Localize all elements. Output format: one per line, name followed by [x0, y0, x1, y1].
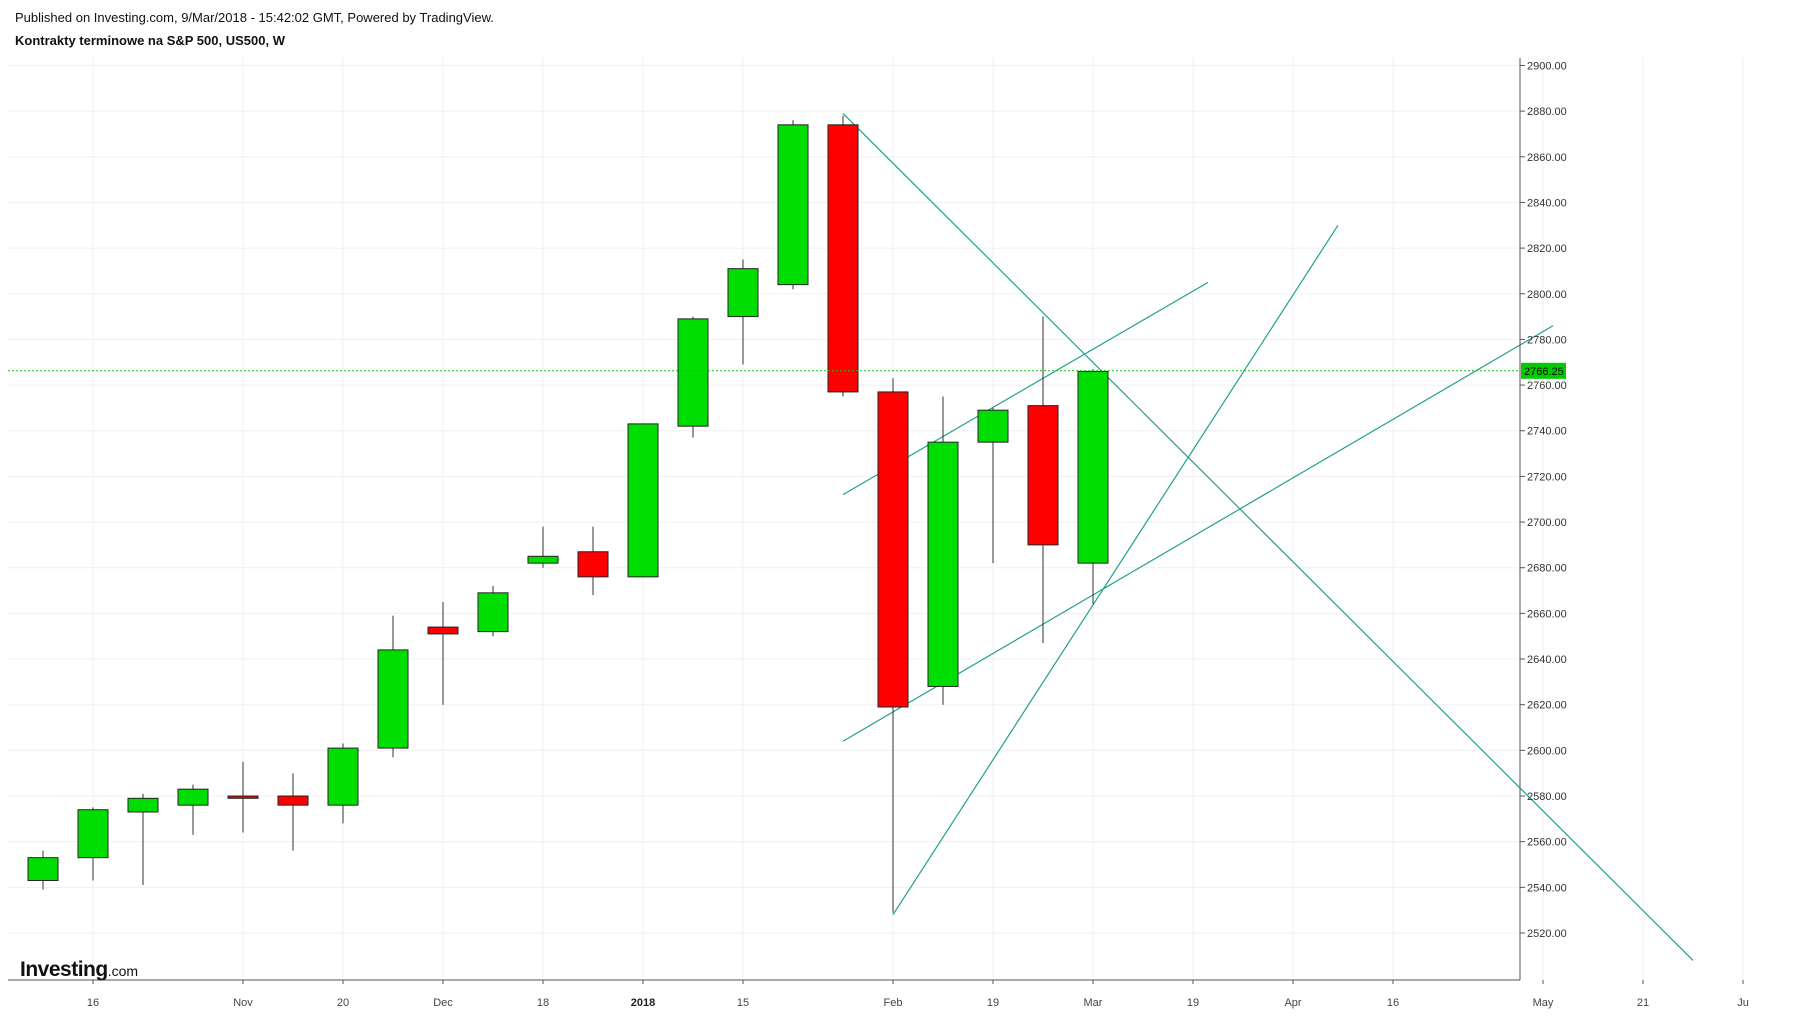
candle[interactable] [577, 526, 609, 596]
candle-body-down [827, 124, 859, 393]
candle[interactable] [827, 115, 859, 397]
candle[interactable] [227, 761, 259, 833]
chart-title: Kontrakty terminowe na S&P 500, US500, W [15, 33, 285, 48]
y-tick-label: 2520.00 [1527, 928, 1567, 940]
candle-body-down [227, 795, 259, 799]
candle-body-down [877, 391, 909, 708]
candle-body-up [677, 318, 709, 427]
y-tick-label: 2840.00 [1527, 197, 1567, 209]
y-tick-label: 2540.00 [1527, 882, 1567, 894]
y-tick-label: 2760.00 [1527, 380, 1567, 392]
investing-logo: Investing.com [20, 958, 138, 982]
x-tick-label: 16 [87, 997, 99, 1009]
grid [8, 58, 1744, 980]
candle-body-up [377, 649, 409, 749]
x-tick-label: Ju [1737, 997, 1749, 1009]
x-tick-label: 20 [337, 997, 349, 1009]
y-tick-label: 2880.00 [1527, 106, 1567, 118]
trendline[interactable] [892, 224, 1339, 916]
y-tick-label: 2820.00 [1527, 243, 1567, 255]
candle[interactable] [777, 120, 809, 290]
candle-body-down [577, 551, 609, 578]
last-price-line: 2766.25 [8, 362, 1566, 379]
candle-body-up [477, 592, 509, 633]
last-price-label: 2766.25 [1524, 366, 1564, 378]
candle[interactable] [1027, 316, 1059, 644]
candle-body-down [277, 795, 309, 806]
candle[interactable] [977, 407, 1009, 564]
x-tick-label: 16 [1387, 997, 1399, 1009]
candle-body-up [27, 857, 59, 881]
candle[interactable] [377, 615, 409, 758]
x-tick-label: Apr [1284, 997, 1301, 1009]
time-axis[interactable]: 16 Nov 20 Dec 18 2018 15 Feb 19 Mar 19 Apr 16 May 21 Ju [8, 979, 1749, 1009]
x-tick-label: 18 [537, 997, 549, 1009]
candle[interactable] [1077, 369, 1109, 605]
logo-suffix: .com [107, 963, 139, 979]
candle[interactable] [527, 526, 559, 568]
y-tick-label: 2800.00 [1527, 289, 1567, 301]
y-tick-label: 2720.00 [1527, 471, 1567, 483]
y-tick-label: 2900.00 [1527, 60, 1567, 72]
candle-body-up [727, 268, 759, 318]
x-tick-label: Nov [233, 997, 253, 1009]
candle-body-up [177, 788, 209, 806]
x-tick-label: Mar [1084, 997, 1103, 1009]
x-tick-label: Feb [884, 997, 903, 1009]
x-tick-label: 19 [1187, 997, 1199, 1009]
candle[interactable] [927, 396, 959, 705]
candle[interactable] [627, 423, 659, 578]
candle[interactable] [877, 378, 909, 913]
trendline[interactable] [842, 112, 1694, 961]
candle[interactable] [327, 743, 359, 824]
x-tick-label: 19 [987, 997, 999, 1009]
candle[interactable] [677, 316, 709, 438]
last-price-box [1521, 362, 1566, 379]
x-tick-label: Dec [433, 997, 453, 1009]
candle-body-down [427, 626, 459, 635]
x-tick-label: 15 [737, 997, 749, 1009]
x-tick-label: 21 [1637, 997, 1649, 1009]
candle-body-up [977, 409, 1009, 443]
candle[interactable] [77, 807, 109, 881]
candle[interactable] [277, 773, 309, 851]
candle-body-up [527, 555, 559, 564]
trendline[interactable] [842, 325, 1554, 742]
candle-body-down [1027, 405, 1059, 546]
trendlines[interactable] [842, 112, 1694, 961]
candle[interactable] [177, 784, 209, 835]
y-tick-label: 2580.00 [1527, 791, 1567, 803]
y-tick-label: 2780.00 [1527, 334, 1567, 346]
candle-body-up [77, 809, 109, 859]
x-tick-label: May [1533, 997, 1554, 1009]
candle-body-up [127, 797, 159, 813]
y-tick-label: 2860.00 [1527, 152, 1567, 164]
x-tick-label: 2018 [631, 997, 655, 1009]
candle-body-up [327, 747, 359, 806]
candle[interactable] [477, 585, 509, 637]
candle-body-up [777, 124, 809, 286]
candle[interactable] [127, 793, 159, 886]
chart-header: Published on Investing.com, 9/Mar/2018 -… [15, 10, 494, 49]
candles[interactable] [27, 115, 1109, 913]
candle[interactable] [727, 259, 759, 365]
candle[interactable] [27, 850, 59, 890]
y-tick-label: 2680.00 [1527, 563, 1567, 575]
logo-text: Investing [20, 958, 108, 981]
candle[interactable] [427, 601, 459, 705]
y-tick-label: 2740.00 [1527, 426, 1567, 438]
y-tick-label: 2700.00 [1527, 517, 1567, 529]
y-tick-label: 2600.00 [1527, 745, 1567, 757]
candle-body-up [927, 441, 959, 687]
y-tick-label: 2560.00 [1527, 837, 1567, 849]
candle-body-up [627, 423, 659, 578]
price-axis[interactable]: 2520.00 2540.00 2560.00 2580.00 2600.00 2620.… [1519, 58, 1567, 980]
y-tick-label: 2640.00 [1527, 654, 1567, 666]
published-note: Published on Investing.com, 9/Mar/2018 -… [15, 10, 494, 25]
y-tick-label: 2620.00 [1527, 700, 1567, 712]
y-tick-label: 2660.00 [1527, 608, 1567, 620]
candle-body-up [1077, 370, 1109, 564]
